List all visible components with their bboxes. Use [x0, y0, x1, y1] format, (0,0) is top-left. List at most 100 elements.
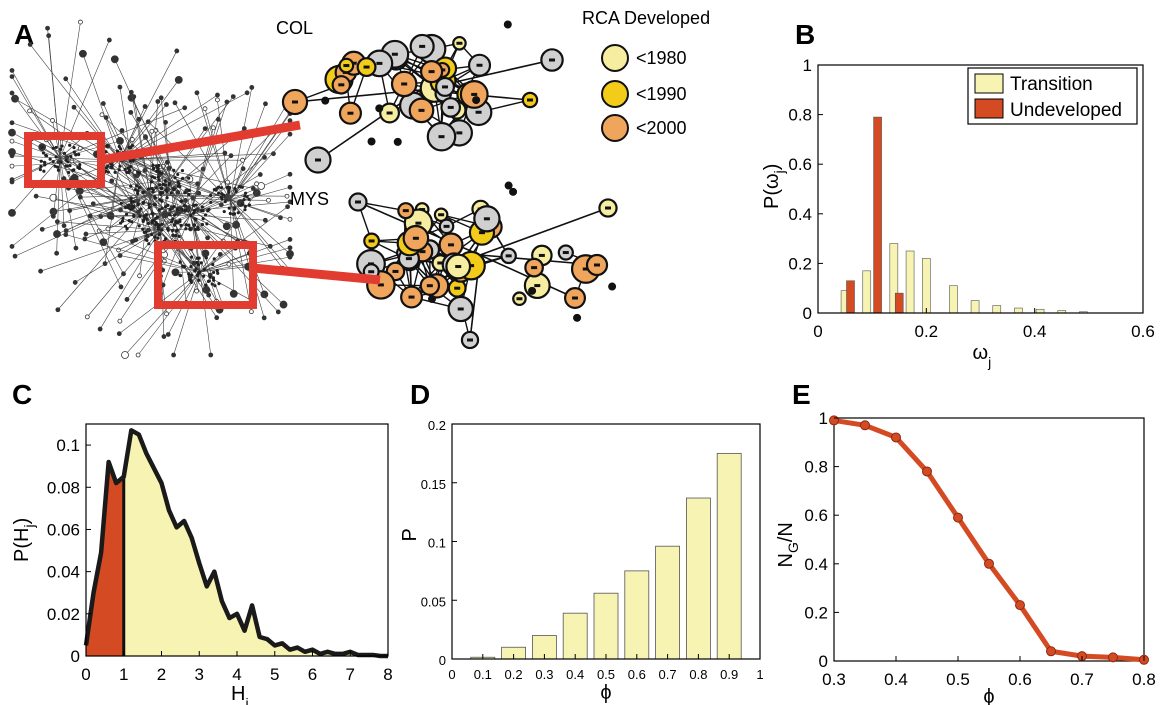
network-node — [287, 131, 293, 137]
network-node — [174, 233, 178, 238]
legend-label-2000: <2000 — [636, 118, 687, 138]
network-edge — [169, 128, 206, 181]
chart-b-ytick-label: 0.4 — [788, 205, 812, 224]
network-node — [227, 190, 231, 194]
network-node — [136, 189, 140, 193]
subnetwork-node-mark — [386, 111, 393, 115]
network-node — [205, 235, 210, 241]
network-node — [184, 223, 188, 227]
network-node — [232, 207, 237, 211]
network-edge — [11, 70, 61, 159]
chart-b-legend: Transition Undeveloped — [967, 67, 1138, 125]
network-node — [109, 165, 113, 169]
network-node — [118, 284, 124, 290]
network-node — [164, 237, 168, 241]
network-node — [206, 292, 212, 298]
subnetwork-leaf — [573, 313, 582, 322]
network-node — [147, 242, 151, 246]
chart-b-ytick-label: 1 — [803, 56, 812, 75]
network-node — [227, 206, 231, 210]
network-node — [262, 217, 268, 223]
chart-d-xtick-label: 0.6 — [628, 667, 646, 682]
network-node — [181, 264, 185, 268]
network-edge — [103, 214, 141, 243]
subnetwork-node-mark — [443, 224, 450, 228]
network-node — [201, 217, 205, 221]
network-node — [121, 216, 125, 220]
network-node — [189, 264, 193, 269]
chart-c-ytick-label: 0.02 — [47, 605, 80, 624]
network-edge — [189, 214, 279, 313]
network-node — [174, 211, 180, 216]
network-node — [87, 213, 93, 219]
chart-e-ytick-label: 0.2 — [804, 603, 828, 622]
network-node — [202, 267, 206, 272]
network-node — [202, 106, 208, 112]
network-node — [182, 105, 188, 111]
network-node — [227, 187, 231, 192]
network-node — [242, 198, 246, 202]
network-edge — [174, 102, 231, 201]
network-node — [287, 171, 293, 177]
legend-label-1980: <1980 — [636, 48, 687, 68]
network-edge — [229, 98, 291, 201]
network-node — [168, 213, 172, 217]
network-node — [124, 206, 128, 210]
network-node — [142, 230, 146, 234]
network-node — [41, 151, 46, 155]
network-node — [160, 206, 164, 211]
network-node — [287, 245, 293, 251]
network-node — [135, 184, 139, 188]
network-node — [194, 288, 199, 294]
network-node — [159, 192, 163, 196]
subnetwork-node-mark — [408, 295, 415, 299]
network-node — [213, 284, 217, 288]
network-node — [9, 68, 15, 73]
network-edge — [93, 203, 141, 216]
network-node — [144, 233, 150, 239]
chart-c-xlabel: Hi — [231, 683, 249, 705]
network-node — [244, 90, 250, 96]
network-node — [60, 144, 64, 148]
network-node — [115, 149, 120, 153]
subnetwork-node-mark — [549, 58, 555, 62]
network-node — [220, 192, 224, 196]
chart-c-xtick-label: 7 — [346, 665, 355, 684]
network-node — [187, 188, 191, 192]
network-panel: COL MYS RCA Developed <1980 <1990 <2000 — [8, 8, 710, 359]
network-node — [39, 159, 43, 163]
panel-label-b: B — [795, 19, 815, 50]
subnetwork-node-mark — [402, 209, 409, 213]
network-node — [192, 223, 196, 227]
network-node — [163, 179, 167, 183]
network-node — [183, 204, 187, 208]
network-node — [176, 220, 180, 224]
network-node — [64, 158, 68, 162]
network-node — [172, 213, 177, 217]
chart-e-xtick-label: 0.7 — [1070, 670, 1094, 689]
network-node — [254, 181, 260, 187]
panel-label-d: D — [410, 379, 430, 410]
network-node — [129, 164, 133, 169]
chart-e-xtick-label: 0.8 — [1132, 670, 1156, 689]
network-edge — [229, 87, 253, 201]
chart-c-ytick-label: 0.06 — [47, 520, 80, 539]
chart-b-xtick-label: 0 — [813, 322, 822, 341]
network-node — [247, 203, 252, 207]
network-node — [243, 208, 247, 212]
network-node — [40, 145, 44, 149]
network-node — [62, 151, 67, 155]
network-node — [117, 168, 121, 172]
chart-c-area-right — [123, 430, 388, 656]
network-edge — [121, 130, 151, 196]
subnetwork-node-mark — [456, 131, 463, 135]
chart-d-ylabel: P — [399, 528, 421, 541]
network-node — [214, 97, 220, 103]
chart-e-xtick-label: 0.3 — [822, 670, 846, 689]
chart-d-xtick-label: 1 — [756, 667, 763, 682]
subnetwork-node-mark — [516, 297, 523, 301]
subnetwork-node-mark — [338, 83, 345, 87]
network-node — [84, 314, 90, 320]
network-node — [124, 297, 130, 302]
subnetwork-node-mark — [448, 243, 455, 247]
